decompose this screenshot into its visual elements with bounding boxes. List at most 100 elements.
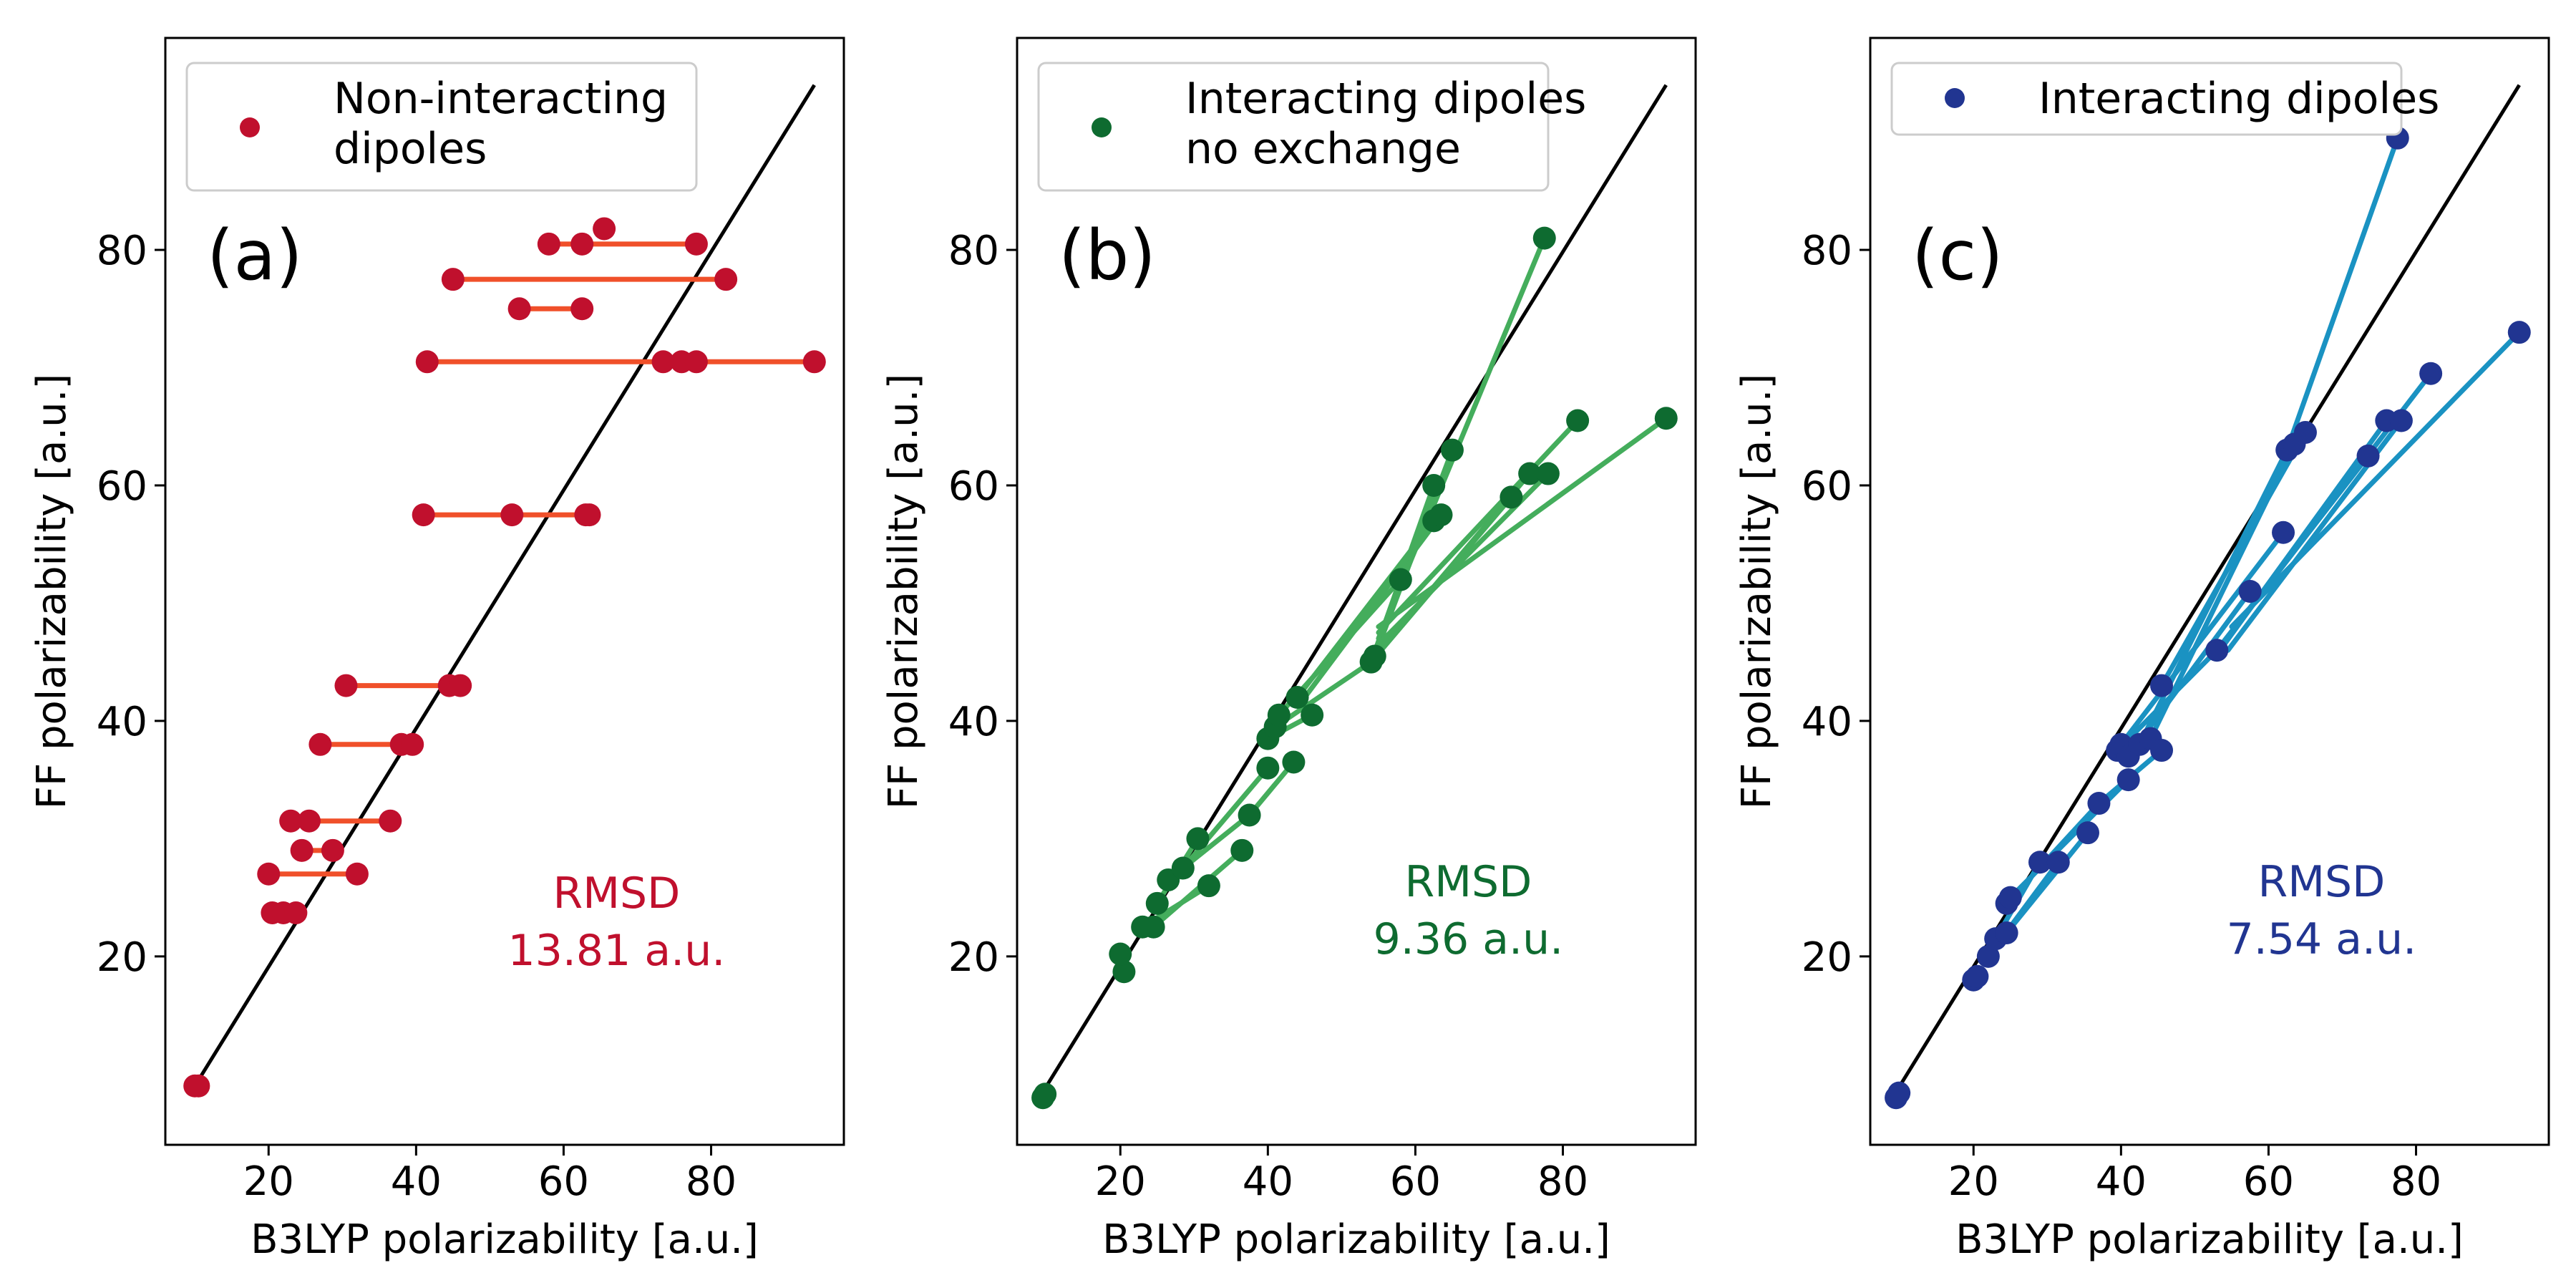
y-tick-label: 40 [948,699,999,745]
data-point [279,809,303,833]
data-point [1995,921,2018,944]
y-axis-label: FF polarizability [a.u.] [1734,374,1780,809]
data-point [684,232,708,256]
data-point [297,809,321,833]
panel-label: (b) [1059,216,1156,296]
legend-label: dipoles [334,124,487,174]
y-axis-label: FF polarizability [a.u.] [880,374,927,809]
data-point [1998,886,2022,909]
y-tick-label: 60 [97,463,147,510]
data-point [802,350,826,374]
data-point [345,862,369,886]
data-point [449,674,472,697]
data-point [1282,750,1306,774]
y-tick-label: 20 [97,934,147,981]
x-tick-label: 40 [2096,1158,2147,1205]
data-point [1389,568,1412,591]
data-point [570,232,594,256]
legend-marker [1092,117,1112,137]
data-point [1285,686,1309,710]
x-tick-label: 60 [1390,1158,1441,1205]
data-point [1976,944,2000,968]
data-point [1197,874,1220,898]
data-point [1171,856,1195,880]
connector-line [1376,418,1580,636]
legend: Interacting dipoles [1890,62,2439,136]
data-point [412,503,435,527]
legend-label: Interacting dipoles [1185,74,1586,124]
data-point [2356,444,2380,468]
data-point [1145,891,1169,915]
data-point [2087,792,2111,815]
data-point [2150,674,2174,697]
data-point [1267,703,1291,727]
y-tick-label: 40 [97,699,147,745]
data-point [1112,960,1136,984]
y-tick-label: 60 [948,463,999,510]
data-point [308,732,332,756]
data-point [2238,580,2262,603]
y-tick-label: 20 [948,934,999,981]
panels: 20 40 60 80 20 40 60 80 B3LYP polarizability [a.… [29,37,2550,1263]
connector-line [2284,135,2401,453]
connector-line [2004,830,2091,936]
data-point [2419,362,2443,385]
data-point [334,674,358,697]
data-point [2076,821,2099,845]
data-point [2028,851,2051,874]
y-axis-label: FF polarizability [a.u.] [29,374,75,809]
x-axis-label: B3LYP polarizability [a.u.] [251,1216,759,1263]
connector-line [2159,430,2308,689]
data-point [1256,756,1280,780]
data-point [1440,438,1464,462]
data-point [593,217,616,241]
rmsd-annotation: 9.36 a.u. [1374,914,1564,964]
x-axis-label: B3LYP polarizability [a.u.] [1955,1216,2464,1263]
data-point [570,297,594,321]
data-point [2116,768,2140,792]
data-point [1301,703,1324,727]
x-tick-label: 20 [1948,1158,1999,1205]
rmsd-annotation: 7.54 a.u. [2227,914,2417,964]
connector-line [1376,415,1669,629]
data-point [651,350,675,374]
data-point [401,732,424,756]
x-tick-label: 20 [243,1158,294,1205]
data-point [441,268,465,291]
chart-panel-3: 20 40 60 80 20 40 60 80 B3LYP polarizability [a.… [1734,37,2550,1263]
legend-box [185,62,698,192]
data-point [1566,409,1590,432]
data-point [1965,964,1989,988]
rmsd-annotation: RMSD [553,868,681,919]
data-point [1034,1083,1057,1106]
legend-label: no exchange [1185,124,1461,174]
x-tick-label: 60 [2243,1158,2294,1205]
data-point [1422,473,1446,497]
data-point [2150,739,2174,762]
legend-box [1890,62,2403,136]
x-tick-label: 80 [686,1158,737,1205]
data-point [1887,1081,1911,1105]
x-tick-label: 80 [2391,1158,2441,1205]
connector-line [1247,759,1296,818]
y-tick-label: 80 [97,228,147,274]
y-tick-label: 60 [1802,463,1852,510]
data-point [2272,520,2295,544]
data-point [1109,942,1132,966]
y-tick-label: 80 [1802,228,1852,274]
data-point [2293,420,2317,444]
panel-label: (c) [1912,216,2003,296]
data-point [714,268,738,291]
connector-line [1273,659,1374,730]
data-point [321,838,344,862]
rmsd-annotation: RMSD [2258,857,2386,907]
y-tick-label: 20 [1802,934,1852,981]
connector-line [1180,765,1270,871]
data-point [1532,226,1556,250]
plot-frame [164,37,845,1146]
data-point [257,862,281,886]
data-point [284,901,308,924]
legend-label: Non-interacting [334,74,668,124]
